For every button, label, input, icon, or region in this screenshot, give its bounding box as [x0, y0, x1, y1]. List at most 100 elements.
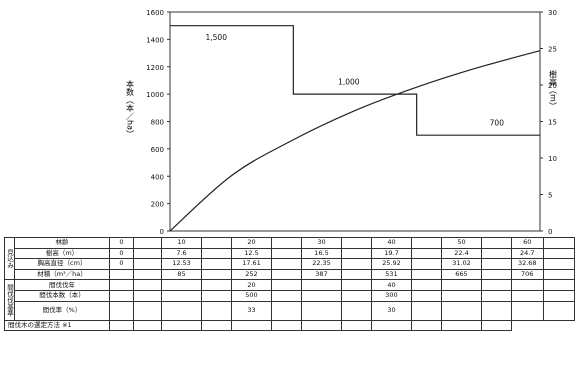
table-cell [341, 247, 372, 260]
table-cell: 25.92 [371, 258, 412, 270]
table-cell [481, 258, 512, 270]
left-tick-label-6: 1200 [146, 64, 164, 72]
table-cell [542, 279, 575, 291]
table-cell [109, 289, 134, 302]
table-cell [201, 319, 232, 332]
table-cell [133, 319, 162, 332]
table-cell: 60 [511, 237, 544, 249]
table-cell [271, 258, 302, 270]
row-label: 間伐伐年 [14, 279, 110, 291]
row-label: 間伐率（%） [14, 300, 110, 321]
series-height-line [169, 50, 541, 232]
table-cell: 7.6 [161, 247, 202, 260]
table-cell [542, 289, 575, 302]
table-cell [511, 300, 544, 321]
table-cell [161, 300, 202, 321]
group-growth: 見込み [4, 236, 15, 281]
table-cell [542, 268, 575, 281]
table-row: 材積（m³／ha） 85 252 387 531 665 706 [5, 268, 575, 281]
table-cell [133, 300, 162, 321]
table-row: 間伐率（%） 33 30 [5, 300, 575, 321]
table-cell [441, 289, 482, 302]
chart: 0 200 400 600 800 1000 1200 1400 1600 0 5 10 15 20 25… [126, 9, 558, 236]
left-tick-label-2: 400 [151, 173, 164, 181]
table-cell [542, 247, 575, 260]
data-table: 見込み 林齢 0 10 20 30 40 50 60 樹高（m） 0 7.6 12.5 16.5 19.7 2… [4, 236, 575, 332]
left-axis: 0 200 400 600 800 1000 1200 1400 1600 [146, 9, 170, 236]
table-cell: 40 [371, 237, 412, 249]
table-cell: 17.61 [231, 258, 272, 270]
table-cell: 0 [109, 258, 134, 270]
table-cell [201, 268, 232, 281]
table-cell [201, 279, 232, 291]
right-tick-label-5: 25 [548, 46, 557, 54]
table-cell: 300 [371, 289, 412, 302]
left-tick-label-8: 1600 [146, 9, 164, 17]
right-axis: 0 5 10 15 20 25 30 [540, 9, 557, 236]
table-cell [271, 289, 302, 302]
left-tick-label-4: 800 [151, 119, 164, 127]
table-cell: 10 [161, 237, 202, 249]
table-cell [411, 268, 442, 281]
table-cell: 12.5 [231, 247, 272, 260]
table-cell: 19.7 [371, 247, 412, 260]
table-cell [271, 300, 302, 321]
table-cell [271, 268, 302, 281]
left-tick-label-3: 600 [151, 146, 164, 154]
table-cell [481, 268, 512, 281]
table-cell [542, 258, 575, 270]
table-cell [341, 268, 372, 281]
table-cell [271, 247, 302, 260]
row-label: 林齢 [14, 237, 110, 249]
row-label: 胸高直径（cm） [14, 258, 110, 270]
table-cell [441, 279, 482, 291]
table-cell: 20 [231, 237, 272, 249]
right-axis-label: 樹高（m） [549, 69, 558, 110]
right-tick-label-0: 0 [548, 228, 552, 236]
table-cell [109, 279, 134, 291]
table-row: 間伐本数（本） 500 300 [5, 289, 575, 302]
table-cell [341, 300, 372, 321]
series-trees: 1,500 1,000 700 [170, 25, 540, 136]
table-cell [201, 258, 232, 270]
table-cell [133, 247, 162, 260]
table-cell [411, 319, 442, 332]
right-tick-label-2: 10 [548, 155, 557, 163]
table-row: 間伐伐基準 間伐伐年 20 40 [4, 279, 575, 321]
row-label: 樹高（m） [14, 247, 110, 260]
table-cell [201, 247, 232, 260]
left-axis-label: 本数（本／ha） [126, 79, 135, 138]
row-label: 材積（m³／ha） [14, 268, 110, 281]
table-cell: 706 [511, 268, 544, 281]
table-cell [542, 300, 575, 321]
left-tick-label-5: 1000 [146, 91, 164, 99]
table-cell: 16.5 [301, 247, 342, 260]
table-cell: 0 [109, 237, 134, 249]
table-cell [341, 279, 372, 291]
table-cell [341, 237, 372, 249]
table-cell [133, 258, 162, 270]
table-cell [133, 268, 162, 281]
table-cell [271, 237, 302, 249]
table-row: 樹高（m） 0 7.6 12.5 16.5 19.7 22.4 24.7 [5, 247, 575, 260]
table-cell [301, 289, 342, 302]
series-trees-label-0: 1,500 [206, 33, 228, 42]
table-cell: 0 [109, 247, 134, 260]
table-cell [231, 319, 272, 332]
table-cell: 33 [231, 300, 272, 321]
table-cell [271, 279, 302, 291]
row-label: 間伐本数（本） [14, 289, 110, 302]
table-row: 胸高直径（cm） 0 12.53 17.61 22.35 25.92 31.02 32.68 [5, 258, 575, 270]
table-cell [411, 300, 442, 321]
table-cell: 387 [301, 268, 342, 281]
plot-frame [169, 11, 541, 232]
table-cell [301, 319, 342, 332]
left-tick-label-1: 200 [151, 201, 164, 209]
table-cell [481, 247, 512, 260]
table-cell [201, 289, 232, 302]
table-cell [341, 258, 372, 270]
table-cell [542, 237, 575, 249]
table-cell [411, 258, 442, 270]
right-tick-label-6: 30 [548, 9, 557, 17]
table-cell: 12.53 [161, 258, 202, 270]
